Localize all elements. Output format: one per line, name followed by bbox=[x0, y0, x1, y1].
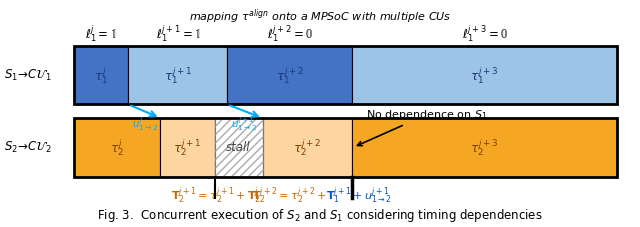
Text: $\ell_1^{j+2} = \mathbb{0}$: $\ell_1^{j+2} = \mathbb{0}$ bbox=[267, 23, 313, 44]
Text: $\tau_1^{j+1}$: $\tau_1^{j+1}$ bbox=[164, 65, 192, 86]
Bar bbox=[74, 118, 161, 177]
Text: $\mathbf{T}_1^{j+1} + u_{1\to2}^{j+1}$: $\mathbf{T}_1^{j+1} + u_{1\to2}^{j+1}$ bbox=[326, 185, 392, 206]
Text: $\ell_1^{j+3} = \mathbb{0}$: $\ell_1^{j+3} = \mathbb{0}$ bbox=[461, 23, 508, 44]
Text: $\tau_2^{j}$: $\tau_2^{j}$ bbox=[110, 137, 124, 158]
Text: $\tau_1^{j}$: $\tau_1^{j}$ bbox=[94, 65, 108, 86]
Bar bbox=[74, 46, 617, 104]
Bar bbox=[74, 118, 617, 177]
Text: $S_2 \!\to\! C\mathcal{U}_2$: $S_2 \!\to\! C\mathcal{U}_2$ bbox=[4, 140, 52, 155]
Text: $\tau_2^{j+3}$: $\tau_2^{j+3}$ bbox=[470, 137, 499, 158]
Bar bbox=[129, 46, 227, 104]
Text: $u_{1\to2}^{j+1}$: $u_{1\to2}^{j+1}$ bbox=[230, 115, 257, 133]
Text: $\ell_1^{j+1} = \mathbb{1}$: $\ell_1^{j+1} = \mathbb{1}$ bbox=[156, 23, 200, 44]
Text: $\tau_1^{j+2}$: $\tau_1^{j+2}$ bbox=[276, 65, 303, 86]
Text: $\mathbf{T}_2^{j+1} = \tau_2^{j+1} + \mathbf{T}_2^{j}$: $\mathbf{T}_2^{j+1} = \tau_2^{j+1} + \ma… bbox=[171, 185, 261, 206]
Text: $S_1 \!\to\! C\mathcal{U}_1$: $S_1 \!\to\! C\mathcal{U}_1$ bbox=[4, 68, 52, 83]
Bar bbox=[262, 118, 352, 177]
Bar bbox=[161, 118, 214, 177]
Bar bbox=[352, 118, 617, 177]
Bar bbox=[227, 46, 352, 104]
Text: $\mathbf{T}_2^{j+2} = \tau_2^{j+2} + $: $\mathbf{T}_2^{j+2} = \tau_2^{j+2} + $ bbox=[252, 185, 326, 206]
Text: $\tau_2^{j+2}$: $\tau_2^{j+2}$ bbox=[293, 137, 321, 158]
Text: $\tau_1^{j+3}$: $\tau_1^{j+3}$ bbox=[470, 65, 499, 86]
Text: $u_{1\to2}^{j}$: $u_{1\to2}^{j}$ bbox=[132, 115, 157, 133]
Text: No dependence on $S_1$: No dependence on $S_1$ bbox=[358, 108, 488, 146]
Bar bbox=[214, 118, 262, 177]
Text: $\ell_1^{j} = \mathbb{1}$: $\ell_1^{j} = \mathbb{1}$ bbox=[85, 23, 116, 44]
Text: $\tau_2^{j+1}$: $\tau_2^{j+1}$ bbox=[173, 137, 202, 158]
Text: mapping $\tau^{align}$ onto a MPSoC with multiple CUs: mapping $\tau^{align}$ onto a MPSoC with… bbox=[189, 7, 451, 26]
Text: stall: stall bbox=[227, 141, 251, 154]
Bar bbox=[352, 46, 617, 104]
Bar bbox=[214, 118, 262, 177]
Bar bbox=[74, 46, 129, 104]
Text: Fig. 3.  Concurrent execution of $S_2$ and $S_1$ considering timing dependencies: Fig. 3. Concurrent execution of $S_2$ an… bbox=[97, 207, 543, 224]
